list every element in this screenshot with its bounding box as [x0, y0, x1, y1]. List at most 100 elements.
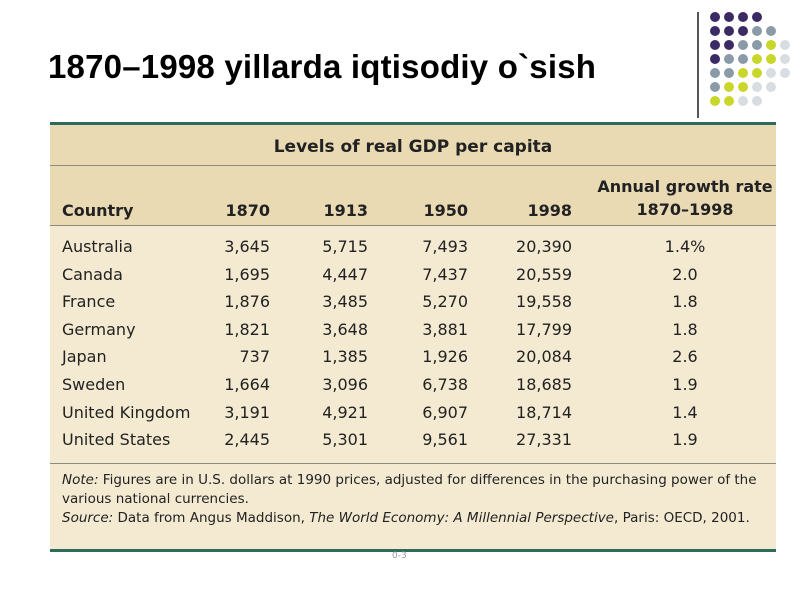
- cell-y1870: 737: [239, 347, 270, 367]
- decor-dot: [710, 40, 720, 50]
- decor-dot: [766, 26, 776, 36]
- decor-dot: [752, 12, 762, 22]
- header-1870: 1870: [225, 201, 270, 220]
- decor-dot: [724, 26, 734, 36]
- cell-y1950: 9,561: [422, 430, 468, 450]
- source-label: Source:: [62, 510, 114, 526]
- cell-y1913: 3,648: [322, 319, 368, 339]
- header-growth-rate-line2: 1870–1998: [636, 200, 734, 219]
- decor-dot: [738, 12, 748, 22]
- decor-dot: [724, 40, 734, 50]
- slide-title: 1870–1998 yillarda iqtisodiy o`sish: [48, 48, 597, 85]
- page-mark: 0-3: [392, 551, 407, 561]
- decor-dot: [752, 40, 762, 50]
- decor-dot: [752, 26, 762, 36]
- decor-dot: [766, 40, 776, 50]
- cell-rate: 1.9: [672, 430, 698, 450]
- gdp-table: Levels of real GDP per capita Country 18…: [50, 122, 776, 552]
- decor-dot: [766, 82, 776, 92]
- decor-dot: [738, 82, 748, 92]
- decor-dot: [724, 82, 734, 92]
- cell-y1870: 3,645: [224, 237, 270, 256]
- cell-y1913: 1,385: [322, 347, 368, 367]
- cell-rate: 1.4%: [664, 237, 706, 256]
- decor-dot: [752, 68, 762, 78]
- cell-rate: 2.6: [672, 347, 698, 367]
- cell-country: Sweden: [62, 375, 126, 394]
- header-1998: 1998: [527, 201, 572, 220]
- cell-country: Japan: [62, 347, 107, 367]
- cell-y1913: 4,447: [322, 264, 368, 284]
- decor-dot: [710, 68, 720, 78]
- cell-y1998: 18,685: [516, 375, 572, 394]
- cell-y1913: 3,485: [322, 292, 368, 312]
- cell-rate: 1.8: [672, 319, 698, 339]
- table-notes: Note: Figures are in U.S. dollars at 199…: [62, 471, 762, 528]
- cell-rate: 1.9: [672, 375, 698, 394]
- cell-y1998: 19,558: [516, 292, 572, 312]
- cell-y1870: 1,695: [224, 264, 270, 284]
- cell-y1950: 7,437: [422, 264, 468, 284]
- cell-country: United States: [62, 430, 171, 450]
- source-line: Source: Data from Angus Maddison, The Wo…: [62, 509, 762, 528]
- decor-dot: [738, 68, 748, 78]
- cell-y1913: 5,301: [322, 430, 368, 450]
- decor-dot: [724, 68, 734, 78]
- decor-dot: [752, 96, 762, 106]
- decor-dot: [710, 54, 720, 64]
- decor-dot: [780, 54, 790, 64]
- decor-dot: [710, 12, 720, 22]
- table-row: Australia 3,645 5,715 7,493 20,390 1.4%: [50, 237, 776, 264]
- table-caption: Levels of real GDP per capita: [273, 137, 553, 157]
- source-post: , Paris: OECD, 2001.: [614, 510, 750, 526]
- header-growth-rate-line1: Annual growth rate: [597, 177, 773, 196]
- decor-dot: [738, 40, 748, 50]
- cell-y1870: 2,445: [224, 430, 270, 450]
- cell-y1913: 4,921: [322, 402, 368, 422]
- header-1913: 1913: [323, 201, 368, 220]
- table-row: Sweden 1,664 3,096 6,738 18,685 1.9: [50, 375, 776, 402]
- cell-y1870: 1,876: [224, 292, 270, 312]
- decor-dot: [780, 40, 790, 50]
- header-rule: [50, 225, 776, 226]
- cell-rate: 1.4: [672, 402, 698, 422]
- table-row: United States 2,445 5,301 9,561 27,331 1.9: [50, 430, 776, 457]
- table-row: Canada 1,695 4,447 7,437 20,559 2.0: [50, 265, 776, 292]
- cell-y1998: 20,084: [516, 347, 572, 367]
- cell-y1998: 20,390: [516, 237, 572, 256]
- decor-dot: [724, 12, 734, 22]
- table-row: Japan 737 1,385 1,926 20,084 2.6: [50, 347, 776, 374]
- decor-dot: [724, 96, 734, 106]
- decor-dot: [752, 54, 762, 64]
- decor-dot: [738, 26, 748, 36]
- table-row: United Kingdom 3,191 4,921 6,907 18,714 1.4: [50, 403, 776, 430]
- cell-y1998: 27,331: [516, 430, 572, 450]
- cell-y1998: 17,799: [516, 319, 572, 339]
- decor-dot: [738, 96, 748, 106]
- decor-dot: [710, 96, 720, 106]
- cell-y1950: 6,907: [422, 402, 468, 422]
- decor-dot: [710, 26, 720, 36]
- table-row: Germany 1,821 3,648 3,881 17,799 1.8: [50, 320, 776, 347]
- cell-country: Australia: [62, 237, 133, 256]
- cell-y1870: 1,664: [224, 375, 270, 394]
- cell-y1913: 5,715: [322, 237, 368, 256]
- note-label: Note:: [62, 472, 99, 488]
- source-book: The World Economy: A Millennial Perspect…: [309, 510, 614, 526]
- note-text: Figures are in U.S. dollars at 1990 pric…: [62, 472, 757, 507]
- header-country: Country: [62, 201, 134, 220]
- header-growth-rate: Annual growth rate 1870–1998: [590, 177, 780, 219]
- cell-country: Canada: [62, 264, 123, 284]
- header-1950: 1950: [423, 201, 468, 220]
- cell-y1870: 1,821: [224, 319, 270, 339]
- decor-dot: [724, 54, 734, 64]
- caption-rule: [50, 165, 776, 166]
- cell-y1950: 6,738: [422, 375, 468, 394]
- cell-y1998: 20,559: [516, 264, 572, 284]
- cell-y1870: 3,191: [224, 402, 270, 422]
- cell-y1950: 5,270: [422, 292, 468, 312]
- title-divider: [697, 12, 699, 118]
- cell-country: France: [62, 292, 116, 312]
- cell-y1950: 1,926: [422, 347, 468, 367]
- cell-y1998: 18,714: [516, 402, 572, 422]
